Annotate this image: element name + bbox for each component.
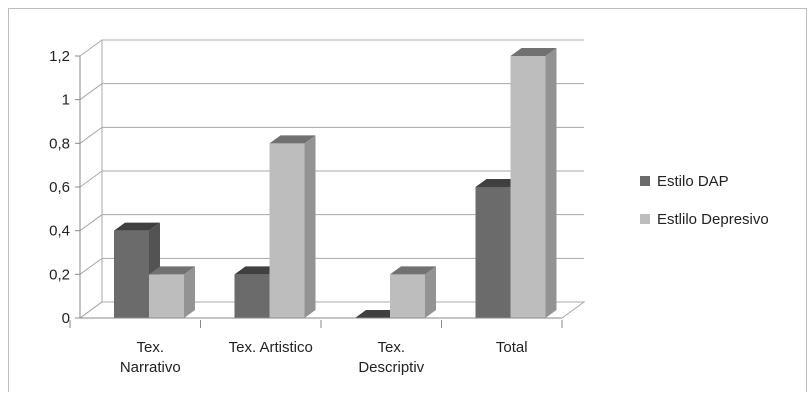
x-category-label: Tex. <box>136 339 164 356</box>
y-tick-label: 0,4 <box>49 223 70 240</box>
legend-swatch-estilo-depresivo <box>640 214 650 224</box>
bar-top <box>234 266 281 275</box>
bar-estilo-dap <box>114 230 149 318</box>
bar-side <box>304 135 316 318</box>
bar-estilo-depresivo <box>390 274 425 318</box>
bar-estilo-depresivo <box>269 143 305 318</box>
legend-label-estilo-dap: Estilo DAP <box>657 173 729 190</box>
bar-side <box>184 266 195 318</box>
x-category-label: Tex. <box>377 339 405 356</box>
gridline <box>79 83 584 101</box>
x-category-label: Narrativo <box>120 359 181 376</box>
bar-top <box>269 135 316 144</box>
y-tick-label: 0 <box>62 310 70 327</box>
gridline <box>79 39 584 57</box>
bar-top <box>390 266 436 275</box>
y-tick-label: 1,2 <box>49 48 70 65</box>
bar-top <box>355 310 401 318</box>
y-tick-label: 0,2 <box>49 266 70 283</box>
y-tick-label: 0,6 <box>49 179 70 196</box>
bar-side <box>425 266 436 318</box>
bar-estilo-dap <box>234 274 270 318</box>
bar-top <box>149 266 195 275</box>
y-tick-label: 1 <box>62 92 70 109</box>
bar-estilo-depresivo <box>510 56 546 318</box>
bar-estilo-dap <box>475 187 511 318</box>
legend-swatch-estilo-dap <box>640 176 650 186</box>
bar-top <box>114 222 160 231</box>
gridline <box>79 126 584 144</box>
chart-frame <box>8 8 807 392</box>
x-category-label: Descriptiv <box>358 359 424 376</box>
bar-top <box>510 48 557 56</box>
x-category-label: Total <box>496 339 528 356</box>
bar-estilo-depresivo <box>149 274 184 318</box>
bar-side <box>545 48 557 318</box>
x-category-label: Tex. Artistico <box>229 339 313 356</box>
legend-label-estilo-depresivo: Estlilo Depresivo <box>657 211 769 228</box>
bar-top <box>475 179 522 187</box>
y-tick-label: 0,8 <box>49 135 70 152</box>
